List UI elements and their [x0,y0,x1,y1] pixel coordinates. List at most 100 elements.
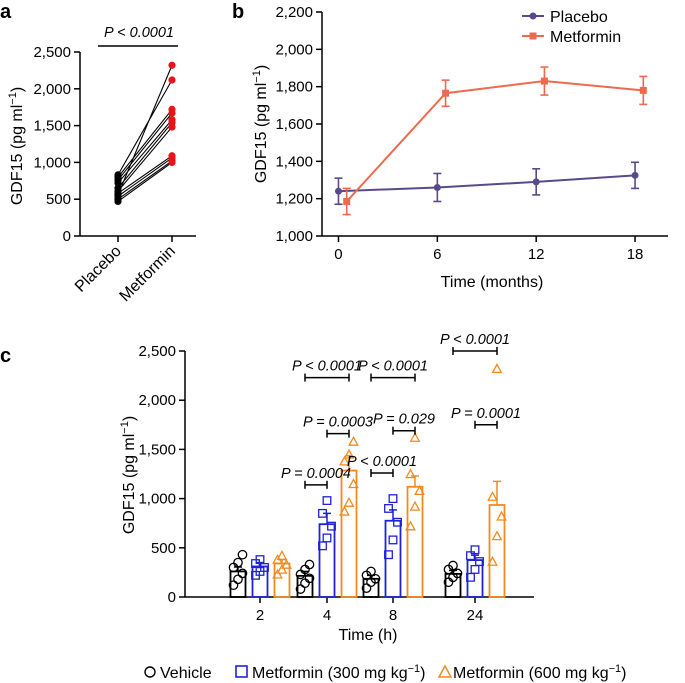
panel-c-ytick-label: 1,500 [138,441,176,458]
panel-a-pair-line [117,155,173,194]
panel-a-placebo-point [114,191,122,199]
panel-c-point-metformin-600 [276,550,288,560]
panel-c-point-metformin-600 [414,485,425,496]
panel-b-ytick-label: 1,000 [275,228,313,245]
panel-c-point-metformin-300 [393,517,402,527]
panel-c-point-metformin-300 [384,550,393,560]
panel-a-significance: P < 0.0001 [104,25,174,41]
panel-a-pair-line [117,112,173,181]
panel-a-pair-line [117,79,173,176]
panel-b-point-placebo [631,171,639,179]
panel-c-point-metformin-600 [339,505,350,516]
panel-b-line-placebo [338,174,636,193]
panel-b-line-metformin [345,80,644,203]
panel-c-ytick-label: 1,000 [138,491,176,508]
panel-b-ytick-label: 1,400 [275,153,313,170]
panel-a-metformin-point [168,152,176,160]
panel-c-point-metformin-300 [318,541,327,551]
panel-c-point-vehicle [452,568,463,579]
panel-c-point-metformin-600 [272,568,283,579]
panel-a-chart: GDF15 (pg ml−1) P < 0.0001 0 500 1,000 1,50… [7,25,196,305]
panel-c-bar-metformin-600 [488,504,506,598]
panel-a-metformin-point [168,105,176,114]
panel-b-point-placebo [532,178,540,186]
panel-c-comparison-label: P < 0.0001 [292,359,362,375]
panel-c-point-vehicle [233,557,243,568]
panel-c-point-metformin-600 [487,555,498,566]
panel-c-xtick-label: 4 [323,607,331,624]
panel-c-point-metformin-600 [405,520,416,531]
panel-c-comparison-label: P = 0.0003 [303,415,373,431]
panel-c-point-metformin-300 [470,564,480,574]
panel-b-legend: Placebo Metformin [522,9,621,46]
panel-a-pair-line [117,65,173,195]
legend-label-metformin-300: Metformin (300 mg kg−1) [252,663,425,682]
panel-a-metformin-point [168,116,176,124]
panel-label-b: b [232,1,244,23]
panel-c-point-metformin-600 [281,558,292,569]
panel-c-point-vehicle [237,568,248,579]
panel-c-point-vehicle [448,560,458,571]
panel-c-point-vehicle [237,549,248,560]
panel-label-a: a [0,1,12,23]
panel-b-point-metformin [442,89,450,97]
panel-c-point-metformin-600 [405,468,416,479]
panel-c-bar-metformin-600 [340,469,358,598]
panel-c-xtick-label: 2 [256,607,264,624]
panel-b-xlabel: Time (months) [441,274,544,291]
legend-marker-placebo [529,12,537,20]
legend-label-placebo: Placebo [550,9,608,26]
panel-c-point-vehicle [370,573,381,584]
panel-a-ytick-label: 0 [63,228,71,245]
panel-c-bar-metformin-300 [318,523,336,598]
panel-b-point-metformin [343,197,351,205]
panel-b-point-placebo [334,187,342,195]
panel-c-point-metformin-300 [466,572,475,582]
panel-c-point-metformin-300 [466,551,475,561]
legend-label-vehicle: Vehicle [160,665,212,682]
panel-c-point-metformin-600 [491,363,503,374]
panel-a-pair-line [117,157,173,197]
panel-a-xtick-label: Metformin [117,243,179,305]
panel-c-xlabel: Time (h) [339,627,398,644]
panel-c-comparison-label: P < 0.0001 [358,359,428,375]
panel-b-xtick-label: 18 [627,246,644,263]
legend-label-metformin: Metformin [550,29,621,46]
panel-a-pair-line [117,160,173,200]
panel-c-point-metformin-300 [322,533,332,543]
panel-c-xtick-label: 24 [467,607,484,624]
panel-c-point-metformin-600 [409,500,421,511]
panel-c-point-metformin-300 [255,555,265,565]
legend-marker-metformin [529,32,537,40]
legend-marker-metformin-300 [235,665,248,678]
panel-a-pair-line [117,109,173,178]
panel-c-point-metformin-600 [491,530,503,541]
panel-b-point-metformin [540,77,548,85]
panel-c-point-metformin-600 [343,448,355,459]
panel-a-ytick-label: 1,500 [33,118,71,135]
panel-b-xtick-label: 6 [433,246,441,263]
panel-c-point-metformin-600 [276,563,288,574]
panel-a-xtick-label: Placebo [72,243,125,296]
panel-label-c: c [0,345,11,367]
panel-c-comparison-label: P = 0.0004 [281,466,351,482]
panel-b-chart: GDF15 (pg ml−1) Time (months) Placebo Me… [251,4,668,291]
panel-b-xtick-label: 0 [334,246,342,263]
legend-label-metformin-600: Metformin (600 mg kg−1) [453,663,626,682]
panel-c-point-metformin-600 [343,496,355,507]
panel-c-point-metformin-300 [475,557,484,567]
panel-a-pair-line [117,126,173,192]
panel-c-point-vehicle [304,573,315,584]
panel-c-chart: GDF15 (pg ml−1) Time (h) 0 500 1,000 1,500 2… [119,332,534,644]
panel-c-point-metformin-300 [388,535,398,545]
panel-b-ytick-label: 1,800 [275,79,313,96]
panel-c-comparison-label: P = 0.029 [373,412,435,428]
panel-c-ylabel: GDF15 (pg ml−1) [119,416,138,534]
panel-b-xtick-label: 12 [528,246,545,263]
panel-c-point-metformin-300 [388,494,398,504]
panel-c-point-vehicle [300,578,310,589]
panel-a-ytick-label: 2,000 [33,81,71,98]
panel-a-ytick-label: 1,000 [33,154,71,171]
panel-b-ytick-label: 1,600 [275,116,313,133]
